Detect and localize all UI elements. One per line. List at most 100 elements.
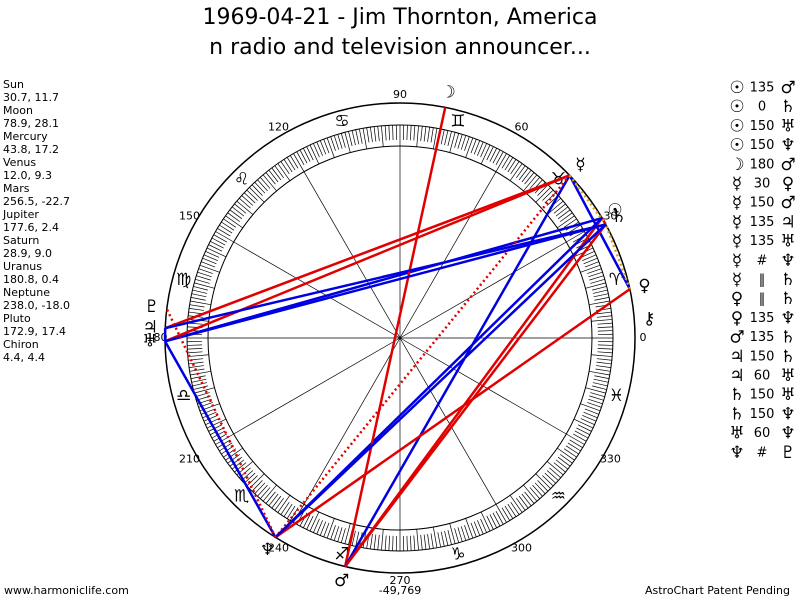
band-tick [192, 383, 207, 386]
band-tick [338, 134, 342, 148]
band-tick [252, 185, 262, 196]
degree-label: 150 [179, 210, 200, 223]
band-tick [445, 531, 448, 546]
band-tick [252, 480, 262, 491]
band-tick [502, 508, 510, 521]
band-tick [580, 265, 600, 272]
band-tick [197, 272, 211, 277]
band-tick [589, 371, 610, 375]
aspect-line [165, 175, 569, 328]
band-tick [200, 265, 220, 272]
degree-label: 300 [511, 541, 532, 554]
notice: AstroChart Patent Pending [645, 584, 790, 597]
band-tick [378, 535, 380, 550]
band-tick [558, 457, 570, 466]
band-tick [414, 126, 415, 141]
band-tick [598, 352, 613, 353]
sign-glyph: ♊ [450, 112, 465, 132]
band-tick [187, 345, 202, 346]
band-tick [421, 535, 423, 550]
band-tick [266, 172, 275, 184]
band-tick [589, 396, 603, 400]
band-tick [417, 126, 419, 147]
band-tick [193, 386, 208, 390]
planet-glyph: ♆ [260, 540, 275, 560]
band-tick [190, 371, 211, 375]
band-tick [441, 532, 444, 547]
band-tick [189, 362, 204, 364]
planet-glyph: ☿ [575, 155, 585, 175]
band-tick [370, 534, 372, 549]
planet-name: Neptune [3, 286, 50, 299]
subtitle: n radio and television announcer... [209, 35, 591, 60]
aspect-line [165, 341, 275, 537]
band-tick [352, 130, 355, 145]
band-tick [588, 272, 602, 277]
degree-label: 90 [393, 88, 407, 101]
band-tick [327, 138, 334, 158]
planet-coords: 43.8, 17.2 [3, 143, 59, 156]
aspect-planet: ☽ [729, 155, 744, 175]
aspect-type: # [757, 253, 768, 268]
band-tick [598, 345, 613, 346]
band-tick [575, 431, 588, 438]
planet-glyph: ☽ [441, 83, 456, 103]
aspect-planet: ♂ [729, 328, 744, 348]
band-tick [393, 125, 394, 140]
aspect-planet: ♅ [780, 385, 795, 405]
aspect-planet: ♆ [780, 424, 795, 444]
aspect-type: 60 [754, 369, 771, 384]
band-tick [244, 193, 255, 203]
band-tick [556, 460, 568, 469]
band-tick [210, 241, 223, 248]
band-tick [549, 468, 560, 478]
band-tick [297, 152, 304, 165]
band-tick [573, 434, 586, 441]
band-tick [438, 532, 441, 547]
band-tick [389, 125, 390, 140]
band-tick [560, 454, 572, 463]
aspect-planet: ♆ [780, 308, 795, 328]
band-tick [272, 168, 281, 180]
degree-label: 330 [600, 453, 621, 466]
band-tick [505, 157, 513, 170]
band-tick [410, 536, 411, 551]
band-tick [547, 470, 558, 480]
aspect-type: ‖ [759, 273, 766, 288]
band-tick [385, 126, 386, 141]
aspect-planet: ♅ [780, 232, 795, 252]
band-tick [414, 536, 415, 551]
aspect-planet: ♂ [780, 193, 795, 213]
aspect-planet: ♆ [780, 136, 795, 156]
aspect-planet: ♅ [780, 366, 795, 386]
planet-name: Jupiter [2, 208, 39, 221]
band-tick [560, 213, 572, 222]
aspect-planet: ☿ [732, 232, 742, 252]
band-tick [281, 502, 289, 514]
band-tick [370, 127, 372, 142]
band-tick [461, 135, 466, 149]
aspect-planet: ♂ [780, 155, 795, 175]
band-tick [593, 290, 608, 293]
band-tick [378, 126, 380, 141]
sign-glyph: ♋ [334, 112, 349, 132]
band-tick [327, 518, 334, 538]
band-tick [188, 352, 203, 353]
band-tick [192, 290, 207, 293]
band-tick [341, 133, 345, 147]
band-tick [389, 536, 390, 551]
band-tick [505, 506, 513, 519]
band-tick [542, 476, 553, 486]
band-tick [209, 245, 222, 252]
band-tick [466, 138, 473, 158]
band-tick [493, 513, 500, 526]
band-tick [487, 516, 494, 529]
band-tick [481, 145, 490, 164]
band-tick [287, 157, 295, 170]
band-tick [598, 348, 613, 349]
aspect-planet: ♅ [780, 116, 795, 136]
band-tick [272, 496, 281, 508]
band-tick [341, 528, 345, 542]
website: www.harmoniclife.com [4, 584, 129, 597]
